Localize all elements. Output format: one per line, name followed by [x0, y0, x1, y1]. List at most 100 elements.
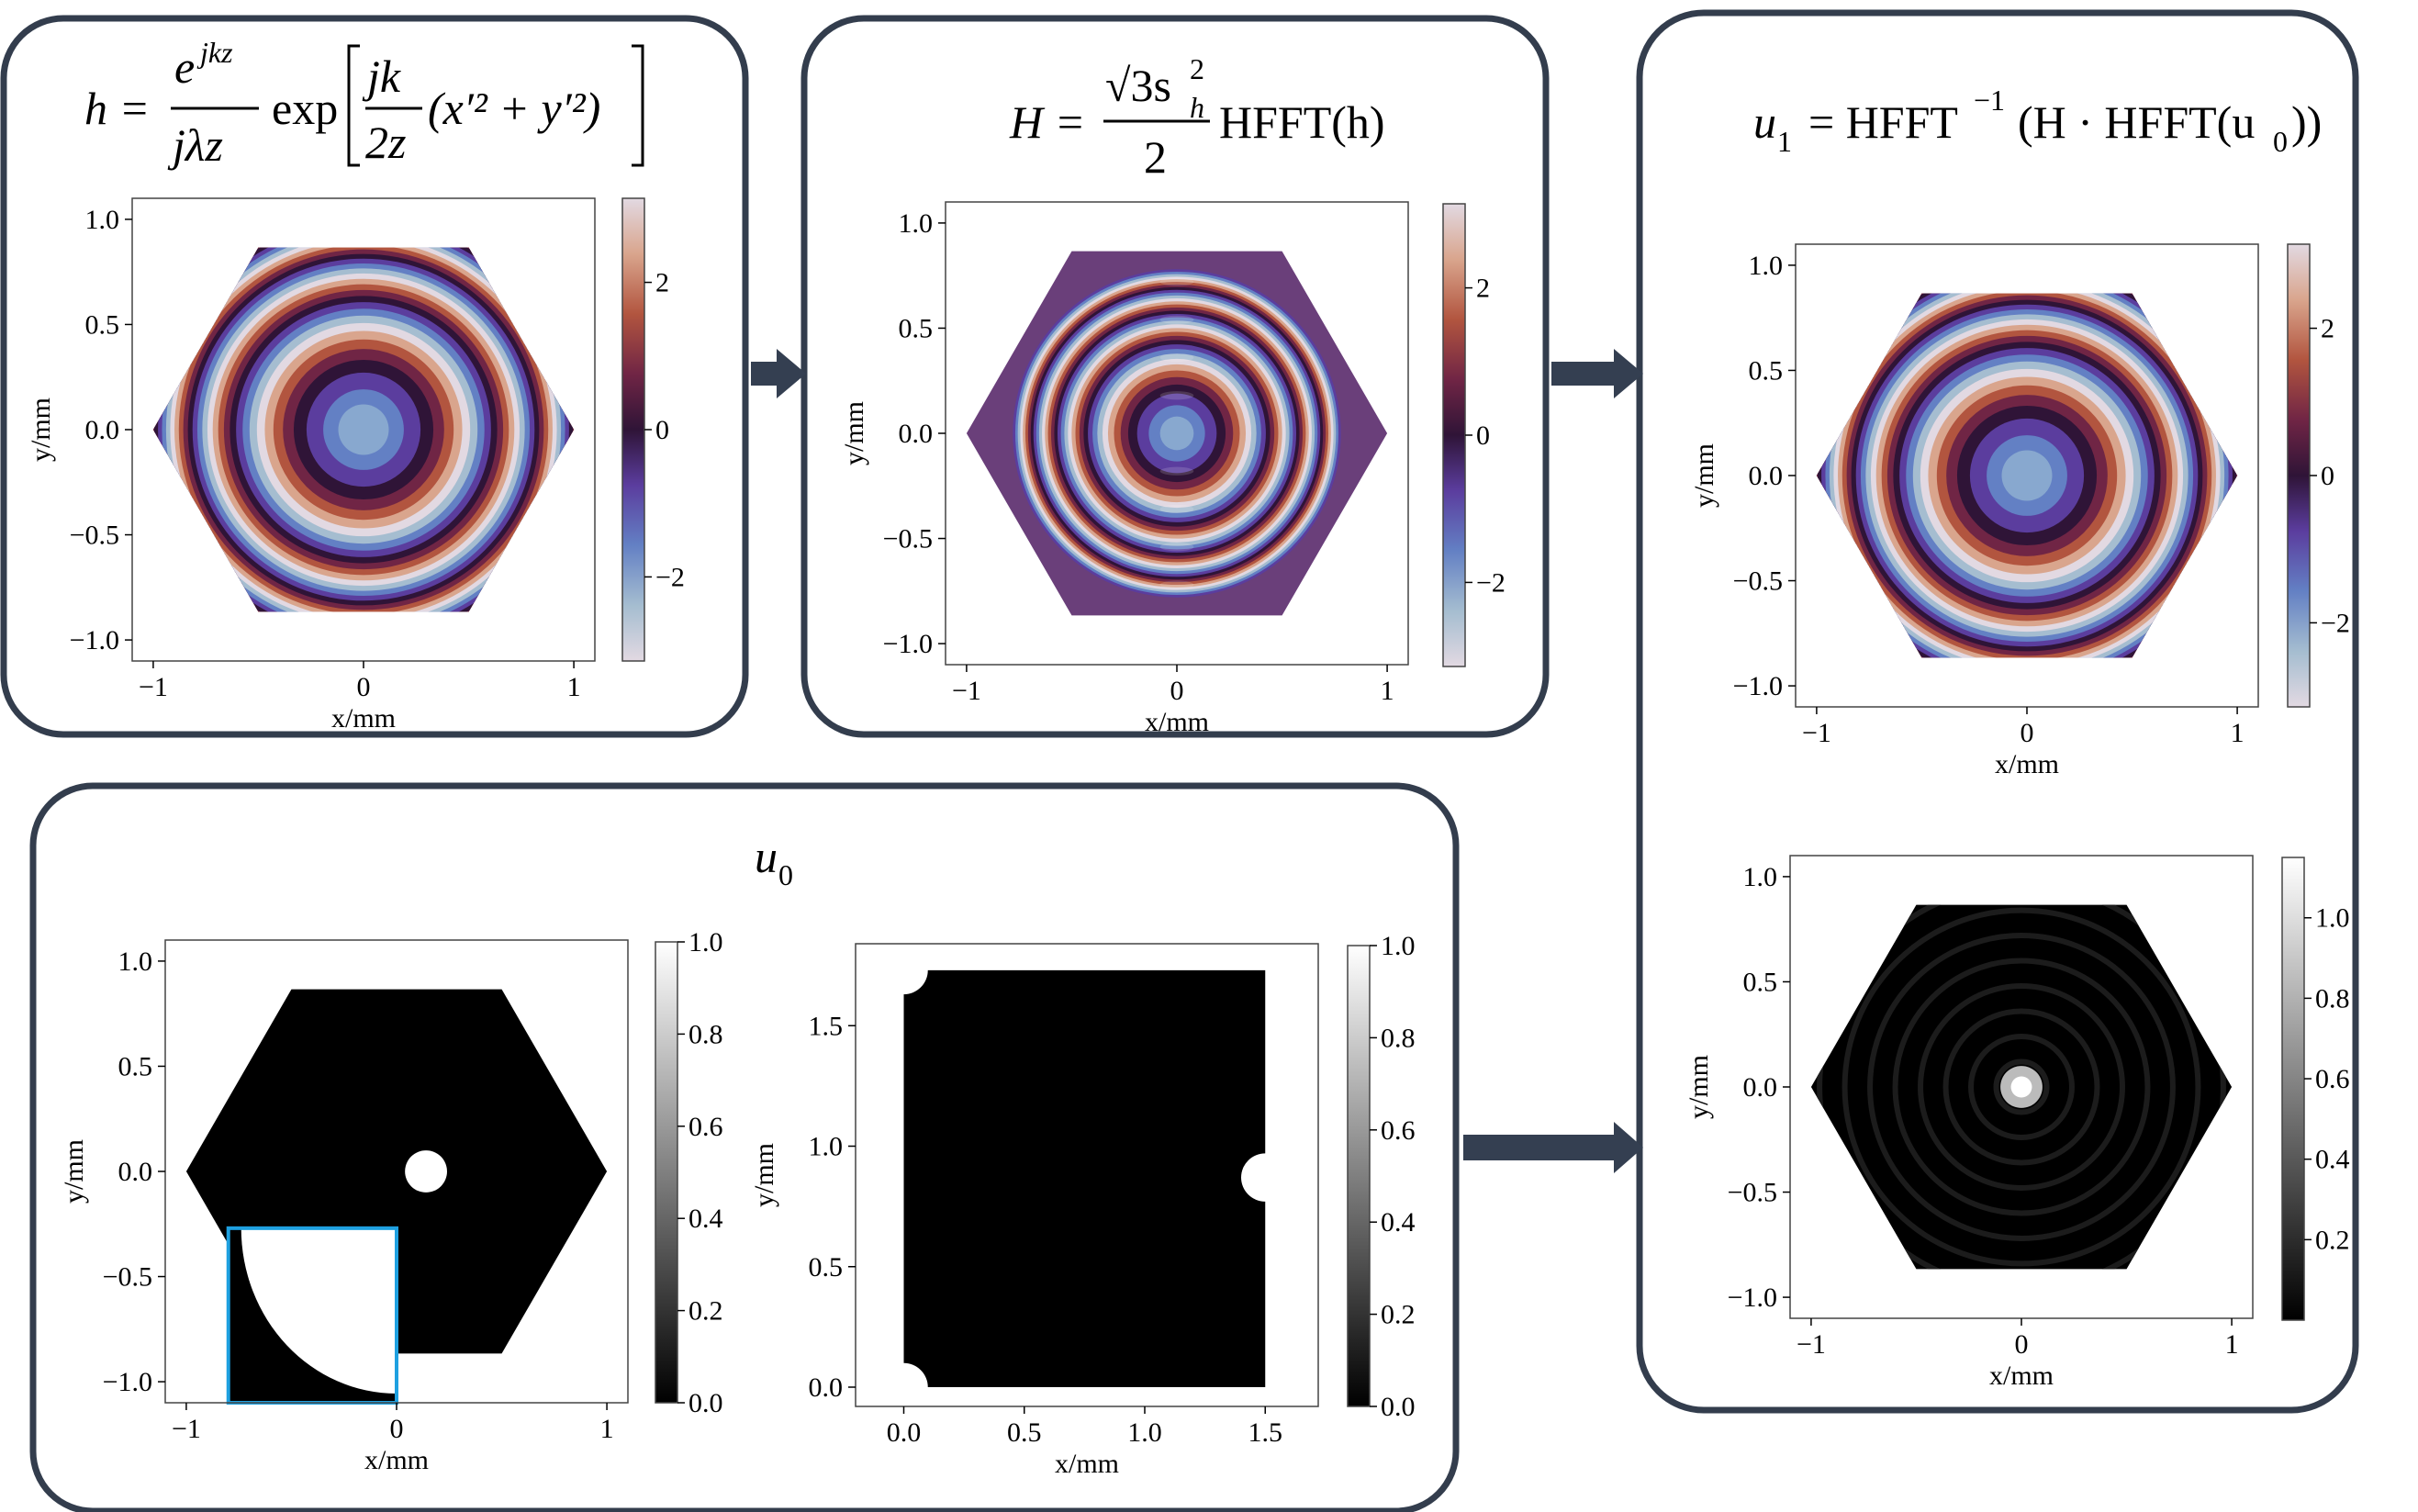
equation-u1: u 1 = HFFT −1 (H · HFFT(u 0 )) — [1753, 84, 2322, 158]
x-tick-label: 0.5 — [1007, 1417, 1042, 1448]
x-tick-label: 0 — [357, 672, 371, 702]
eq-h-den: jλz — [167, 119, 223, 171]
colorbar-tick-label: 2 — [655, 268, 669, 298]
eq-H-num: √3s — [1105, 60, 1171, 111]
panel-h — [0, 15, 749, 738]
eq-u1-eq: = HFFT — [1808, 96, 1958, 148]
p-h-colorbar: 2 0 −2 — [621, 197, 685, 662]
eq-h-num-sup: jkz — [196, 36, 233, 69]
x-tick-label: 1.5 — [1248, 1417, 1283, 1448]
y-tick-label: −0.5 — [103, 1262, 152, 1293]
y-axis-label: y/mm — [59, 1139, 89, 1204]
colorbar-tick-label: 0.6 — [2315, 1064, 2350, 1094]
eq-h-lhs: h = — [84, 83, 150, 134]
colorbar-tick-label: 0.2 — [2315, 1225, 2350, 1255]
colorbar-tick-label: 0 — [2321, 461, 2334, 491]
x-tick-label: −1 — [172, 1414, 201, 1444]
eq-u1-rest-sub: 0 — [2273, 125, 2288, 158]
colorbar-tick-label: −2 — [1476, 567, 1506, 598]
p-H-image — [966, 251, 1388, 616]
x-tick-label: −1 — [1802, 718, 1831, 748]
p-h-image — [152, 247, 575, 612]
colorbar-tick-label: 0.0 — [688, 1388, 723, 1418]
eq-H-num-sup: 2 — [1190, 52, 1204, 85]
equation-h: h = e jkz jλz exp jk 2z (x′² + y′²) — [84, 36, 644, 171]
arrow-H-to-u1 — [1551, 349, 1643, 398]
eq-H-num-sub: h — [1190, 91, 1204, 124]
colorbar-tick-label: 2 — [2321, 314, 2334, 344]
y-tick-label: 0.5 — [1743, 967, 1778, 997]
p-u0-rect-colorbar: 1.0 0.8 0.6 0.4 0.2 0.0 — [1347, 931, 1416, 1422]
p-u0-rect-image — [903, 969, 1266, 1387]
x-axis-label: x/mm — [331, 703, 396, 734]
x-axis-label: x/mm — [1145, 707, 1209, 737]
x-axis-label: x/mm — [1055, 1449, 1119, 1479]
y-tick-label: 0.5 — [118, 1051, 153, 1081]
x-tick-label: 0 — [2021, 718, 2034, 748]
eq-u1-sup: −1 — [1974, 84, 2005, 117]
y-tick-label: 0.0 — [899, 419, 934, 449]
p-u0-rect: 0.0 0.5 1.0 1.5 1.5 1.0 0.5 0.0 x/mm y/mm 1.0 0.8 0.… — [749, 931, 1416, 1479]
equation-H: H = √3s h 2 2 HFFT(h) — [1009, 52, 1385, 183]
eq-H-den: 2 — [1144, 131, 1167, 183]
y-tick-label: 1.0 — [118, 946, 153, 977]
y-tick-label: −1.0 — [1733, 671, 1783, 701]
p-u0-hex: −1 0 1 1.0 0.5 0.0 −0.5 −1.0 x/mm y/mm 1.0 0.8 0.6 0.… — [59, 927, 723, 1475]
p-h: −1 0 1 1.0 0.5 0.0 −0.5 −1.0 x/mm y/mm 2 0 −2 — [26, 197, 685, 734]
p-u1-phase-colorbar: 2 0 −2 — [2287, 243, 2350, 708]
x-tick-label: 1 — [2225, 1329, 2239, 1360]
colorbar-tick-label: 0.4 — [2315, 1145, 2350, 1175]
eq-H-rhs: HFFT(h) — [1219, 96, 1385, 148]
p-H-colorbar: 2 0 −2 — [1442, 203, 1506, 667]
eq-u1-sub: 1 — [1777, 125, 1792, 158]
p-H: −1 0 1 1.0 0.5 0.0 −0.5 −1.0 x/mm y/mm 2 0 −2 — [839, 201, 1506, 737]
y-tick-label: −1.0 — [883, 629, 933, 659]
y-axis-label: y/mm — [839, 401, 869, 465]
colorbar-tick-label: 1.0 — [1381, 931, 1416, 961]
y-tick-label: 0.0 — [1749, 461, 1784, 491]
y-tick-label: 0.0 — [809, 1372, 844, 1403]
colorbar-tick-label: 0.6 — [688, 1112, 723, 1142]
colorbar-tick-label: 0.4 — [1381, 1207, 1416, 1238]
y-tick-label: −1.0 — [103, 1367, 152, 1397]
x-tick-label: 0 — [390, 1414, 404, 1444]
colorbar-tick-label: 0.2 — [688, 1296, 723, 1327]
y-tick-label: 1.0 — [1749, 251, 1784, 281]
x-axis-label: x/mm — [1989, 1361, 2054, 1391]
p-u0-hex-colorbar: 1.0 0.8 0.6 0.4 0.2 0.0 — [655, 927, 723, 1418]
inset-zoom — [226, 1226, 398, 1405]
colorbar-tick-label: 0 — [1476, 420, 1490, 451]
x-tick-label: 1 — [600, 1414, 614, 1444]
x-tick-label: −1 — [1797, 1329, 1826, 1360]
eq-h-inner-rest: (x′² + y′²) — [428, 83, 600, 134]
y-tick-label: 0.5 — [899, 313, 934, 343]
y-tick-label: −0.5 — [883, 524, 933, 554]
y-tick-label: −1.0 — [70, 625, 119, 655]
x-tick-label: 1 — [2231, 718, 2244, 748]
colorbar-tick-label: −2 — [655, 562, 685, 592]
x-tick-label: −1 — [139, 672, 168, 702]
x-tick-label: 1 — [1381, 676, 1394, 706]
y-tick-label: −0.5 — [1728, 1178, 1777, 1208]
eq-u1-rest-b: )) — [2291, 96, 2322, 148]
y-tick-label: 1.5 — [809, 1011, 844, 1041]
y-tick-label: 0.5 — [85, 309, 120, 340]
colorbar-tick-label: 0.6 — [1381, 1115, 1416, 1146]
colorbar-tick-label: 0.8 — [688, 1019, 723, 1049]
arrow-u0-to-u1 — [1463, 1122, 1643, 1173]
y-tick-label: 0.0 — [118, 1157, 153, 1187]
y-tick-label: 0.0 — [1743, 1072, 1778, 1103]
panel-u1 — [1636, 9, 2359, 1414]
y-tick-label: 1.0 — [899, 208, 934, 239]
x-axis-label: x/mm — [1995, 749, 2059, 779]
eq-h-num: e — [174, 41, 195, 93]
colorbar-tick-label: 0 — [655, 415, 669, 445]
colorbar-tick-label: 1.0 — [688, 927, 723, 958]
y-tick-label: 0.0 — [85, 415, 120, 445]
colorbar-tick-label: 0.2 — [1381, 1300, 1416, 1330]
y-tick-label: 1.0 — [1743, 862, 1778, 892]
eq-h-inner-num: jk — [362, 50, 401, 102]
eq-H-lhs: H = — [1009, 96, 1085, 148]
y-tick-label: −1.0 — [1728, 1282, 1777, 1313]
